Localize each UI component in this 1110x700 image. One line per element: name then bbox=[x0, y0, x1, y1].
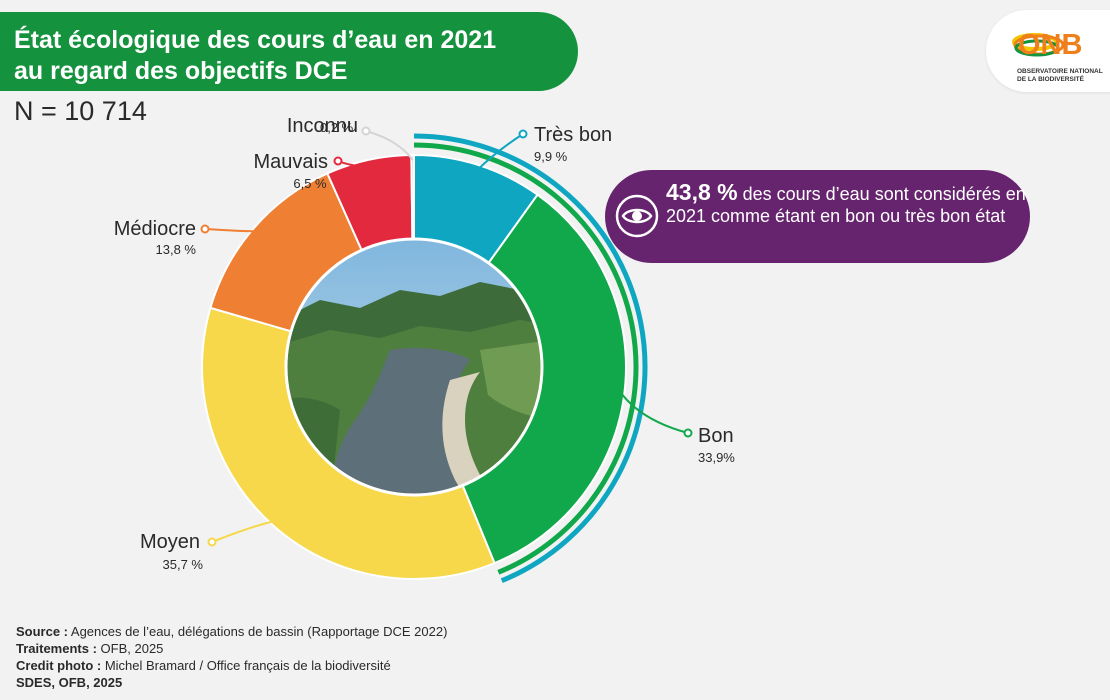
logo-text: ONB bbox=[1018, 29, 1082, 61]
leader-marker-moyen bbox=[207, 537, 217, 547]
leader-line-bon bbox=[618, 390, 689, 434]
slice-label-bon: Bon 33,9% bbox=[698, 425, 735, 465]
slice-value-label: 35,7 % bbox=[163, 557, 204, 572]
leader-line-mediocre bbox=[204, 228, 259, 233]
leader-marker-inconnu bbox=[361, 126, 371, 136]
slice-inconnu bbox=[410, 153, 415, 241]
slice-label-mauvais: Mauvais 6,5 % bbox=[254, 151, 328, 191]
leader-marker-mauvais bbox=[333, 156, 343, 166]
slice-label-inconnu: Inconnu 0,2 % bbox=[287, 115, 358, 137]
callout-highlight: 43,8 % bbox=[666, 179, 738, 205]
donut-slices bbox=[201, 153, 627, 580]
leader-marker-bon bbox=[683, 428, 693, 438]
eye-icon bbox=[615, 194, 659, 238]
credit-label: Credit photo : bbox=[16, 658, 102, 673]
leader-line-inconnu bbox=[365, 130, 414, 161]
slice-value-label: 9,9 % bbox=[534, 149, 568, 164]
onb-logo-box: ONB OBSERVATOIRE NATIONAL DE LA BIODIVER… bbox=[986, 10, 1110, 92]
credit-line: Credit photo : Michel Bramard / Office f… bbox=[16, 657, 447, 674]
producer-text: SDES, OFB, 2025 bbox=[16, 675, 123, 690]
slice-category-label: Très bon bbox=[534, 124, 612, 146]
good-status-highlight-arc bbox=[413, 133, 648, 584]
logo-subtitle-line-1: OBSERVATOIRE NATIONAL bbox=[1017, 68, 1103, 75]
sample-size-label: N = 10 714 bbox=[14, 96, 147, 126]
producer-line: SDES, OFB, 2025 bbox=[16, 674, 447, 691]
slice-label-moyen: Moyen 35,7 % bbox=[140, 531, 203, 572]
leader-line-moyen bbox=[211, 519, 276, 543]
slice-value-label: 33,9% bbox=[698, 450, 735, 465]
footer-notes: Source : Agences de l’eau, délégations d… bbox=[16, 623, 447, 691]
highlight-arc-inner bbox=[413, 142, 639, 575]
title-banner: État écologique des cours d’eau en 2021 … bbox=[0, 12, 578, 91]
label-leaders bbox=[200, 126, 693, 547]
treatments-label: Traitements : bbox=[16, 641, 97, 656]
treatments-text: OFB, 2025 bbox=[96, 641, 164, 656]
slice-category-label: Inconnu bbox=[287, 115, 358, 137]
photo-border bbox=[284, 237, 544, 497]
leader-marker-tres-bon bbox=[518, 129, 528, 139]
river-photo bbox=[286, 239, 542, 495]
credit-text: Michel Bramard / Office français de la b… bbox=[101, 658, 391, 673]
slice-label-mediocre: Médiocre 13,8 % bbox=[114, 218, 197, 257]
slice-category-label: Médiocre bbox=[114, 218, 196, 240]
highlight-arc-outer bbox=[413, 133, 648, 584]
leader-marker-mediocre bbox=[200, 224, 210, 234]
slice-value-label: 13,8 % bbox=[156, 242, 197, 257]
slice-category-label: Mauvais bbox=[254, 151, 328, 173]
slice-value-label: 0,2 % bbox=[320, 120, 354, 135]
key-figure-callout: 43,8 % des cours d’eau sont considérés e… bbox=[605, 170, 1030, 263]
slice-label-tres-bon: Très bon 9,9 % bbox=[534, 124, 612, 164]
logo-swoosh-green bbox=[1014, 39, 1060, 57]
slice-category-label: Bon bbox=[698, 425, 734, 447]
slice-category-label: Moyen bbox=[140, 531, 200, 553]
chart-title-line-2: au regard des objectifs DCE bbox=[14, 57, 348, 85]
slice-value-label: 6,5 % bbox=[293, 176, 327, 191]
treatments-line: Traitements : OFB, 2025 bbox=[16, 640, 447, 657]
callout-body: des cours d’eau sont considérés en 2021 … bbox=[666, 184, 1026, 226]
chart-title-line-1: État écologique des cours d’eau en 2021 bbox=[14, 26, 497, 54]
onb-logo: ONB OBSERVATOIRE NATIONAL DE LA BIODIVER… bbox=[1012, 29, 1103, 83]
source-label: Source : bbox=[16, 624, 69, 639]
callout-text: 43,8 % des cours d’eau sont considérés e… bbox=[666, 181, 1026, 227]
leader-line-tres-bon bbox=[476, 133, 524, 171]
logo-subtitle-line-2: DE LA BIODIVERSITÉ bbox=[1017, 74, 1085, 83]
source-line: Source : Agences de l’eau, délégations d… bbox=[16, 623, 447, 640]
source-text: Agences de l’eau, délégations de bassin … bbox=[68, 624, 448, 639]
